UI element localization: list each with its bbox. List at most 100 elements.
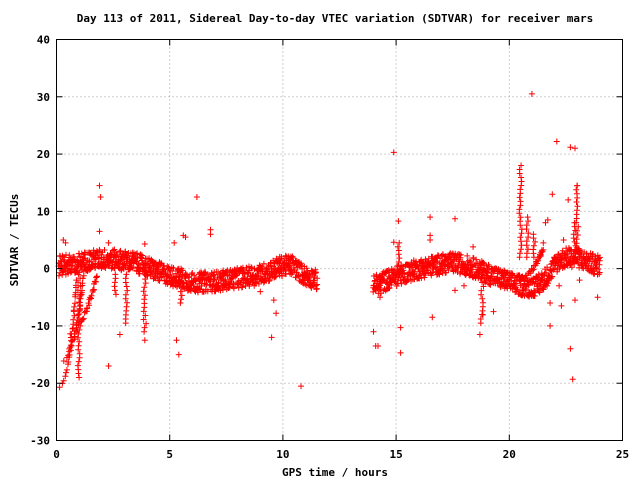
- y-tick-label: 30: [37, 91, 50, 104]
- data-point: [74, 362, 81, 369]
- data-point: [415, 266, 422, 272]
- data-point: [282, 252, 289, 259]
- x-axis-label: GPS time / hours: [282, 466, 388, 479]
- data-point: [141, 296, 148, 303]
- data-point: [157, 261, 164, 268]
- x-tick-label: 15: [389, 448, 402, 461]
- data-point: [518, 246, 524, 253]
- data-point: [390, 149, 397, 156]
- data-point: [528, 90, 535, 97]
- data-point: [523, 250, 530, 257]
- data-point: [555, 251, 562, 258]
- data-point: [420, 264, 427, 271]
- data-point: [177, 300, 184, 306]
- data-point: [63, 366, 70, 373]
- data-point: [270, 297, 277, 304]
- data-point: [479, 295, 486, 302]
- data-point: [473, 256, 480, 263]
- data-point: [574, 203, 581, 210]
- data-point: [394, 274, 401, 281]
- data-point: [375, 343, 381, 349]
- data-point: [80, 315, 87, 322]
- data-point: [523, 222, 530, 229]
- data-point: [427, 237, 434, 243]
- data-point: [516, 206, 523, 213]
- data-point: [62, 239, 69, 246]
- data-point: [397, 324, 404, 331]
- data-point: [377, 294, 383, 301]
- data-point: [266, 277, 273, 284]
- data-point: [303, 265, 310, 272]
- data-point: [535, 271, 542, 278]
- data-point: [105, 239, 112, 246]
- data-point: [480, 259, 487, 266]
- data-point: [63, 369, 69, 376]
- data-point: [463, 271, 470, 278]
- data-point: [569, 376, 576, 383]
- data-point: [457, 254, 464, 261]
- data-point: [175, 351, 182, 358]
- data-point: [570, 231, 577, 238]
- data-point: [141, 324, 148, 331]
- data-point: [549, 191, 556, 198]
- data-point: [178, 284, 185, 291]
- data-point: [96, 228, 103, 235]
- data-point: [71, 312, 78, 319]
- data-point: [256, 262, 263, 269]
- data-point: [279, 273, 286, 279]
- data-point: [75, 279, 81, 286]
- data-point: [141, 241, 148, 247]
- data-point: [370, 328, 377, 335]
- data-point: [142, 292, 148, 299]
- data-point: [595, 266, 602, 272]
- data-point: [268, 334, 275, 341]
- data-point: [378, 274, 385, 281]
- data-point: [517, 218, 523, 225]
- data-point: [376, 278, 383, 285]
- data-point: [565, 196, 572, 203]
- y-tick-label: -30: [30, 435, 50, 448]
- data-point: [65, 359, 72, 365]
- y-tick-label: -20: [30, 377, 50, 390]
- data-point: [67, 330, 74, 337]
- data-point: [438, 252, 445, 259]
- data-point: [76, 350, 83, 357]
- data-point: [567, 345, 574, 352]
- data-point: [518, 238, 524, 245]
- data-point: [518, 174, 525, 181]
- data-point: [394, 243, 401, 250]
- data-point: [77, 291, 84, 298]
- data-point: [376, 286, 383, 293]
- data-point: [518, 162, 525, 169]
- data-point: [521, 275, 527, 282]
- data-point: [75, 330, 82, 337]
- data-point: [312, 282, 319, 289]
- data-point: [75, 312, 81, 318]
- data-point: [71, 303, 78, 310]
- x-tick-labels: 0 5 10 15 20 25: [53, 448, 629, 461]
- data-point: [191, 272, 198, 279]
- data-point: [525, 230, 532, 237]
- data-point: [544, 282, 551, 289]
- data-point: [308, 267, 315, 274]
- data-point: [210, 277, 217, 284]
- data-point: [558, 302, 565, 309]
- data-point: [517, 186, 524, 193]
- data-point: [93, 273, 100, 280]
- x-tick-label: 10: [276, 448, 289, 461]
- data-point: [178, 265, 185, 272]
- data-point: [471, 261, 478, 268]
- data-point: [248, 264, 255, 271]
- data-point: [527, 270, 534, 277]
- data-point: [479, 271, 486, 278]
- grid-lines: [56, 39, 623, 441]
- data-point: [129, 265, 136, 272]
- data-point: [76, 338, 83, 345]
- data-point: [445, 260, 452, 267]
- data-point: [75, 271, 82, 278]
- data-point: [273, 310, 280, 317]
- x-tick-label: 5: [166, 448, 173, 461]
- data-point: [395, 247, 402, 254]
- data-point: [572, 145, 578, 152]
